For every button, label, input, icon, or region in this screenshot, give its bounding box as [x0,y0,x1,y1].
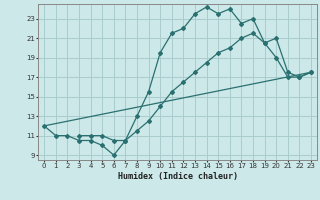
X-axis label: Humidex (Indice chaleur): Humidex (Indice chaleur) [118,172,238,181]
